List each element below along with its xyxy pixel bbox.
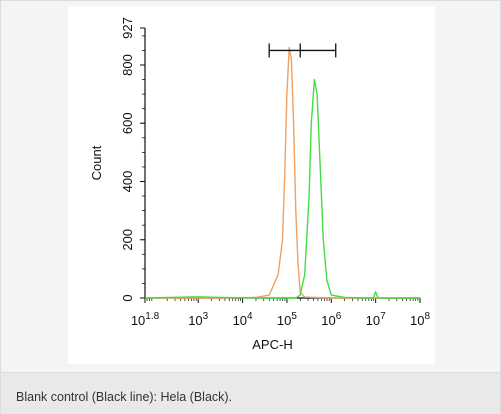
x-axis-title: APC-H <box>252 337 292 352</box>
x-tick-label: 105 <box>277 311 297 328</box>
y-axis-title: Count <box>89 145 104 180</box>
histogram-series-line <box>145 46 420 299</box>
y-tick-label: 600 <box>120 112 135 134</box>
flow-cytometry-histogram: 0 200 400 600 800 927 101.8 103 104 105 106 107 108 A… <box>89 17 430 352</box>
y-tick-label: 927 <box>120 17 135 39</box>
y-tick-label: 0 <box>120 294 135 301</box>
caption-bar <box>1 372 500 414</box>
histogram-series-line <box>144 78 420 299</box>
y-tick-label: 200 <box>120 229 135 251</box>
x-tick-label: 101.8 <box>131 311 160 328</box>
x-tick-label: 108 <box>410 311 430 328</box>
figure-caption: Blank control (Black line): Hela (Black)… <box>16 390 233 404</box>
x-tick-label: 106 <box>321 311 341 328</box>
x-tick-label: 107 <box>366 311 386 328</box>
y-tick-label: 400 <box>120 171 135 193</box>
x-tick-label: 103 <box>188 311 208 328</box>
x-tick-label: 104 <box>233 311 253 328</box>
y-tick-label: 800 <box>120 54 135 76</box>
figure-panel <box>68 6 435 364</box>
